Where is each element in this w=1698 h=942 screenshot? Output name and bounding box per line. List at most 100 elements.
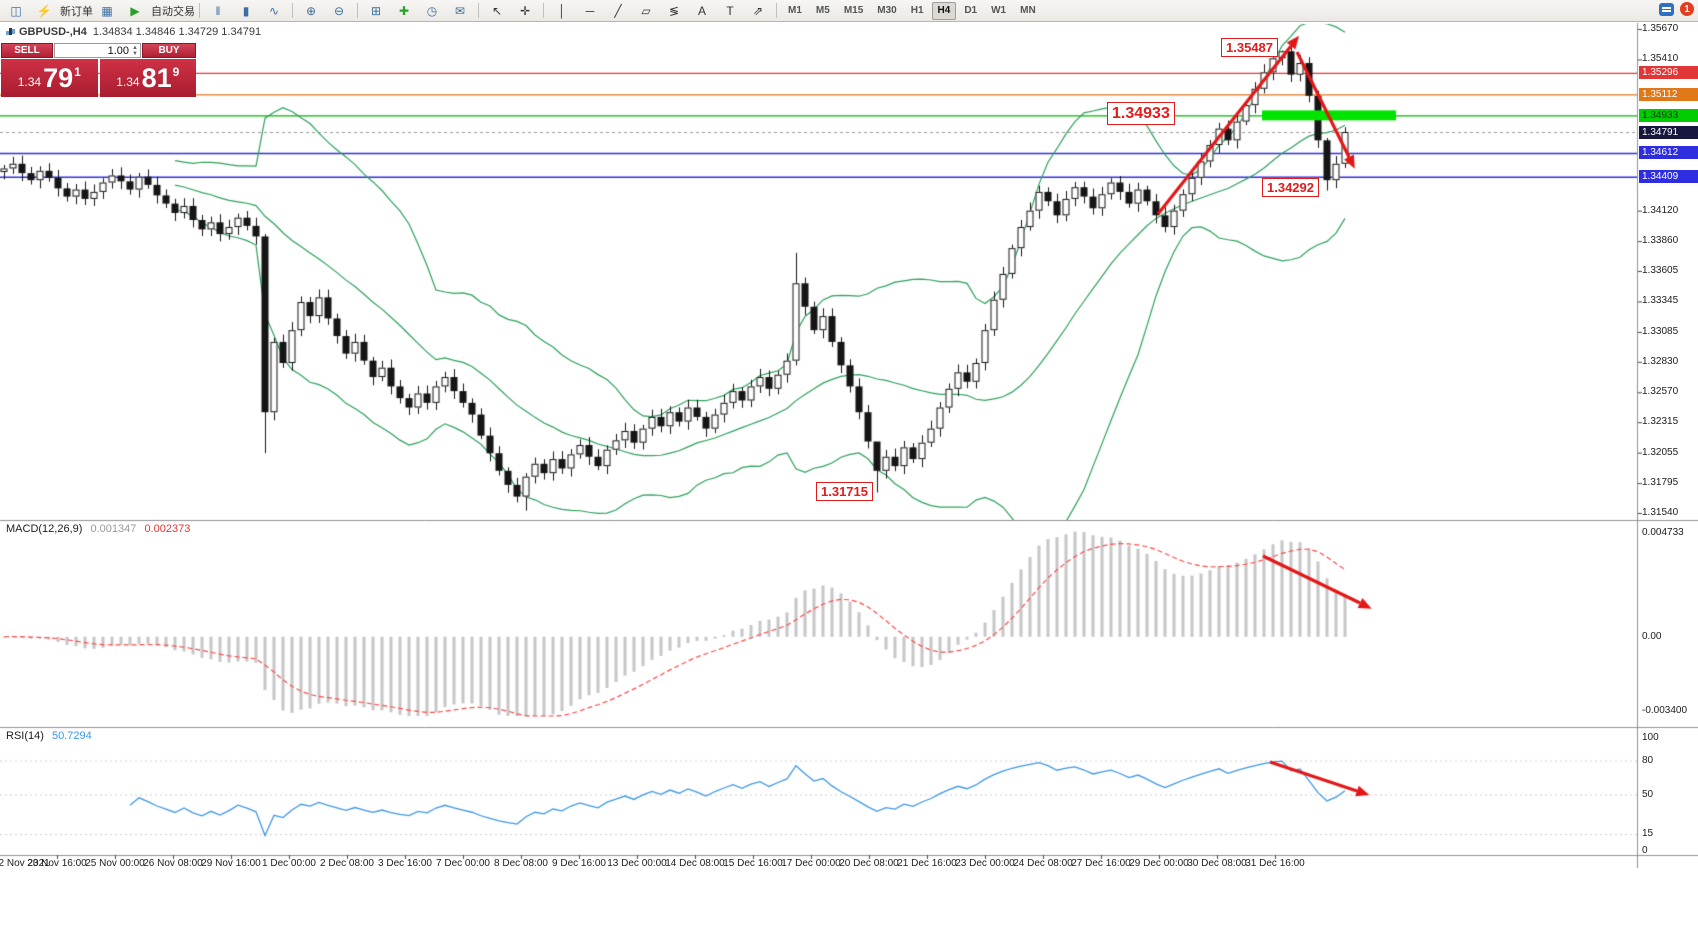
timeframe-m30-button[interactable]: M30: [877, 4, 897, 16]
timeframe-mn-button[interactable]: MN: [1020, 4, 1036, 16]
zoom-out-icon[interactable]: ⊖: [333, 3, 345, 18]
time-axis-label: 9 Dec 16:00: [552, 858, 606, 869]
time-axis-label: 26 Nov 08:00: [143, 858, 203, 869]
time-axis-label: 25 Nov 00:00: [85, 858, 145, 869]
time-axis-label: 22 Nov 2021: [0, 858, 50, 869]
timeframe-w1-button[interactable]: W1: [991, 4, 1007, 16]
bars-chart-icon[interactable]: ‖: [215, 3, 221, 18]
rsi-header: RSI(14) 50.7294: [6, 730, 92, 742]
trendline-icon[interactable]: ╱: [614, 3, 622, 18]
new-order-label[interactable]: 新订单: [60, 5, 93, 18]
time-axis-label: 7 Dec 00:00: [436, 858, 490, 869]
horizontal-line-icon[interactable]: ─: [585, 3, 595, 18]
price-annotation[interactable]: 1.34933: [1107, 102, 1175, 125]
macd-axis-max: 0.004733: [1642, 527, 1684, 538]
price-tag: 1.34409: [1639, 170, 1698, 184]
price-axis-tick: 1.33605: [1642, 265, 1679, 276]
fibonacci-icon[interactable]: ≶: [668, 3, 680, 18]
timeframe-m5-button[interactable]: M5: [815, 4, 830, 16]
price-tag: 1.35296: [1639, 66, 1698, 80]
symbol-info-line: GBPUSD-,H4 1.34834 1.34846 1.34729 1.347…: [6, 26, 261, 38]
time-axis-label: 14 Dec 08:00: [665, 858, 725, 869]
time-axis-label: 2 Dec 08:00: [320, 858, 374, 869]
new-order-icon[interactable]: ⚡: [36, 3, 52, 18]
tile-windows-icon[interactable]: ⊞: [370, 3, 382, 18]
label-icon[interactable]: T: [726, 3, 734, 18]
time-axis-label: 21 Dec 16:00: [897, 858, 957, 869]
timeframe-d1-button[interactable]: D1: [964, 4, 978, 16]
candles-chart-icon[interactable]: ▮: [242, 3, 250, 18]
mailbox-icon[interactable]: ✉: [454, 3, 466, 18]
buy-price-big: 81: [141, 63, 172, 93]
time-axis-label: 17 Dec 00:00: [781, 858, 841, 869]
time-axis-label: 8 Dec 08:00: [494, 858, 548, 869]
toolbar-separator: [543, 3, 544, 18]
toolbar-right-icons: 1: [1659, 2, 1694, 16]
indicators-icon[interactable]: ✚: [398, 3, 410, 18]
crosshair-icon[interactable]: ✛: [519, 3, 531, 18]
time-axis-label: 20 Dec 08:00: [839, 858, 899, 869]
sell-price-button[interactable]: 1.34 79 1: [1, 59, 98, 97]
toolbar-separator: [478, 3, 479, 18]
text-icon[interactable]: A: [697, 3, 706, 18]
periods-icon[interactable]: ◷: [426, 3, 438, 18]
zoom-in-icon[interactable]: ⊕: [305, 3, 317, 18]
notification-badge[interactable]: 1: [1680, 2, 1694, 16]
price-axis-tick: 1.32315: [1642, 416, 1679, 428]
toolbar-separator: [776, 3, 777, 18]
price-annotation[interactable]: 1.35487: [1221, 38, 1278, 57]
time-axis-label: 29 Nov 16:00: [201, 858, 261, 869]
time-axis-label: 30 Dec 08:00: [1187, 858, 1247, 869]
price-axis-tick: 1.33085: [1642, 325, 1679, 337]
auto-trading-label[interactable]: 自动交易: [151, 5, 195, 18]
new-chart-icon[interactable]: ◫: [10, 3, 22, 18]
timeframe-m1-button[interactable]: M1: [788, 4, 802, 16]
timeframe-h1-button[interactable]: H1: [910, 4, 924, 16]
rsi-axis-tick: 100: [1642, 732, 1659, 743]
price-axis-tick: 1.32830: [1642, 355, 1679, 367]
buy-button-small[interactable]: BUY: [142, 43, 196, 58]
macd-axis-min: -0.003400: [1642, 705, 1688, 716]
sell-price-sup: 1: [74, 65, 81, 79]
sell-price-prefix: 1.34: [17, 75, 42, 89]
profiles-icon[interactable]: ▦: [101, 3, 113, 18]
volume-spinner[interactable]: ▲ ▼: [132, 44, 138, 57]
rsi-axis-tick: 50: [1642, 788, 1654, 800]
price-axis-tick: 1.35670: [1642, 23, 1679, 34]
rsi-axis-tick: 15: [1642, 828, 1654, 840]
line-chart-icon[interactable]: ∿: [268, 3, 280, 18]
timeframe-m15-button[interactable]: M15: [843, 4, 864, 16]
main-toolbar: ◫ ⚡ 新订单 ▦ ▶ 自动交易 ‖ ▮ ∿ ⊕ ⊖ ⊞ ✚ ◷ ✉ ↖ ✛ │ ─ ╱ ▱ ≶ A T ⇗ M1 M5 M15 M30…: [0, 0, 1698, 22]
macd-axis-zero: 0.00: [1642, 630, 1662, 642]
macd-signal-value: 0.002373: [144, 523, 191, 535]
price-axis-tick: 1.31540: [1642, 507, 1679, 518]
price-axis-tick: 1.33860: [1642, 235, 1679, 247]
time-axis-label: 13 Dec 00:00: [607, 858, 667, 869]
price-annotation[interactable]: 1.31715: [816, 482, 873, 501]
time-axis-label: 24 Dec 08:00: [1013, 858, 1073, 869]
toolbar-separator: [199, 3, 200, 18]
price-tag: 1.34791: [1639, 125, 1698, 139]
time-axis-label: 29 Dec 00:00: [1129, 858, 1189, 869]
auto-trading-icon[interactable]: ▶: [130, 3, 140, 18]
price-tag: 1.34612: [1639, 146, 1698, 160]
price-axis-tick: 1.34120: [1642, 204, 1679, 216]
vertical-line-icon[interactable]: │: [558, 3, 566, 18]
sell-price-big: 79: [43, 63, 74, 93]
time-axis-label: 3 Dec 16:00: [378, 858, 432, 869]
arrows-tool-icon[interactable]: ⇗: [752, 3, 764, 18]
volume-value: 1.00: [107, 44, 130, 57]
chat-icon[interactable]: [1659, 2, 1674, 16]
time-axis-label: 27 Dec 16:00: [1071, 858, 1131, 869]
sell-button-small[interactable]: SELL: [1, 43, 53, 58]
price-annotation[interactable]: 1.34292: [1262, 178, 1319, 197]
volume-input[interactable]: 1.00 ▲ ▼: [54, 43, 141, 58]
buy-price-prefix: 1.34: [116, 75, 140, 89]
channel-icon[interactable]: ▱: [641, 3, 651, 18]
price-tag: 1.34933: [1639, 108, 1698, 122]
cursor-icon[interactable]: ↖: [491, 3, 503, 18]
buy-price-button[interactable]: 1.34 81 9: [99, 59, 196, 97]
price-axis-tick: 1.32055: [1642, 446, 1679, 458]
timeframe-h4-button[interactable]: H4: [931, 1, 957, 20]
